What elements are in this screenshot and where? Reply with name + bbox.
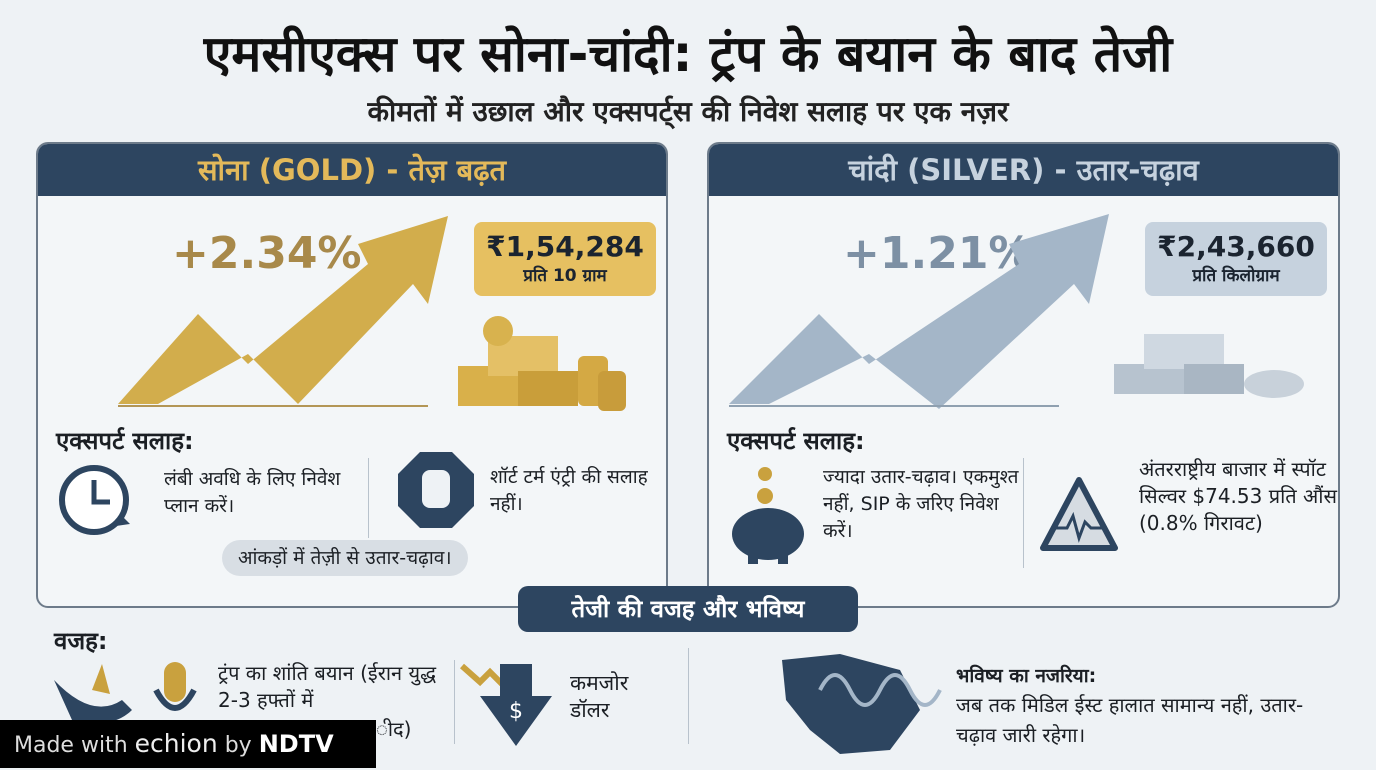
silver-change: +1.21% [843, 228, 1033, 279]
clock-icon [59, 465, 130, 535]
silver-bars-icon [1114, 334, 1304, 398]
watermark-banner: Made with echion by NDTV [0, 720, 376, 768]
divider [454, 660, 455, 744]
gold-advice-title: एक्सपर्ट सलाह: [56, 427, 194, 455]
page-title: एमसीएक्स पर सोना-चांदी: ट्रंप के बयान के… [203, 25, 1173, 83]
reason-title: वजह: [54, 627, 108, 655]
silver-advice-spot: अंतरराष्ट्रीय बाजार में स्पॉट सिल्वर $74… [1139, 457, 1337, 535]
silver-advice-sip: ज्यादा उतार-चढ़ाव। एकमुश्त नहीं, SIP के … [823, 466, 1019, 542]
gold-advice-long-term: लंबी अवधि के लिए निवेश प्लान करें। [164, 468, 341, 517]
gold-change: +2.34% [172, 228, 362, 279]
reason-trump-statement: ट्रंप का शांति बयान (ईरान युद्ध 2-3 हफ्त… [218, 661, 437, 712]
gold-panel: सोना (GOLD) - तेज़ बढ़त +2.34% ₹1,54,284… [36, 142, 668, 608]
gold-advice-short-term: शॉर्ट टर्म एंट्री की सलाह नहीं। [490, 466, 648, 515]
silver-panel: चांदी (SILVER) - उतार-चढ़ाव +1.21% ₹2,43… [707, 142, 1340, 608]
reason-trump-statement-tail: ीद) [376, 717, 412, 741]
gold-price: ₹1,54,284 [486, 230, 644, 263]
reason-weak-dollar: कमजोर डॉलर [570, 671, 629, 722]
silver-trend-arrow-icon [729, 214, 1109, 409]
ndtv-logo: NDTV [258, 730, 334, 758]
svg-text:$: $ [509, 699, 523, 724]
reasons-outlook-band: तेजी की वजह और भविष्य [518, 586, 858, 632]
gold-bars-icon [458, 316, 626, 411]
divider [368, 458, 369, 538]
page-subtitle: कीमतों में उछाल और एक्सपर्ट्स की निवेश स… [367, 95, 1009, 128]
silver-advice-title: एक्सपर्ट सलाह: [727, 427, 865, 455]
stop-hand-icon [398, 452, 474, 528]
weak-dollar-icon: $ [460, 663, 552, 746]
echion-logo: echion [134, 729, 218, 758]
middle-east-map-icon [782, 654, 942, 754]
divider [1023, 458, 1024, 568]
piggy-bank-icon [732, 467, 804, 564]
silver-price: ₹2,43,660 [1157, 230, 1315, 263]
gold-price-tag: ₹1,54,284 प्रति 10 ग्राम [474, 222, 656, 296]
silver-header: चांदी (SILVER) - उतार-चढ़ाव [709, 144, 1338, 196]
gold-note: आंकड़ों में तेज़ी से उतार-चढ़ाव। [222, 540, 468, 576]
silver-price-tag: ₹2,43,660 प्रति किलोग्राम [1145, 222, 1327, 296]
outlook-title: भविष्य का नजरिया: [956, 665, 1097, 687]
gold-header: सोना (GOLD) - तेज़ बढ़त [38, 144, 666, 196]
dove-microphone-icon [54, 662, 197, 724]
volatility-warning-icon [1040, 477, 1118, 551]
divider [688, 648, 689, 744]
watermark-made-with: Made with [14, 733, 128, 758]
watermark-by: by [224, 733, 252, 758]
gold-unit: प्रति 10 ग्राम [523, 266, 607, 286]
outlook-text: जब तक मिडिल ईस्ट हालात सामान्य नहीं, उता… [956, 693, 1304, 747]
silver-unit: प्रति किलोग्राम [1192, 266, 1280, 286]
gold-trend-arrow-icon [118, 216, 448, 407]
